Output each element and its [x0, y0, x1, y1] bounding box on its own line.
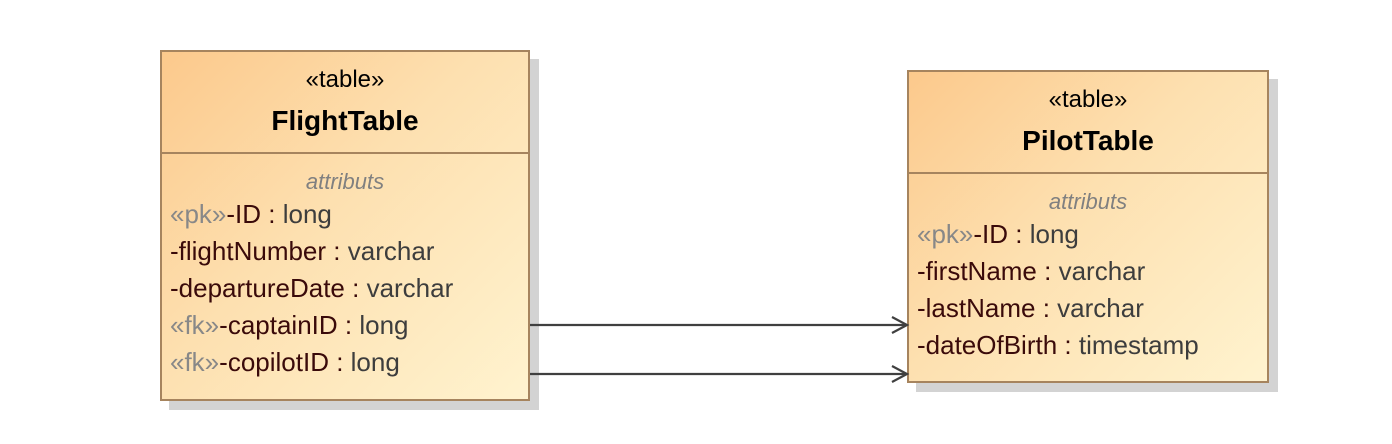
arrowhead-icon: [891, 365, 910, 383]
attribute-row[interactable]: -dateOfBirth : timestamp: [917, 330, 1199, 360]
attribute-row[interactable]: -departureDate : varchar: [170, 273, 454, 303]
flight-table[interactable]: «table» FlightTable attributs «pk»-ID : …: [160, 50, 530, 401]
table-stereotype: «table»: [305, 66, 385, 93]
table-header: «table» PilotTable: [909, 72, 1267, 174]
attribute-row[interactable]: «pk»-ID : long: [917, 219, 1079, 249]
attributes-section-label: attributs: [1048, 189, 1128, 214]
table-name: PilotTable: [1022, 125, 1154, 156]
attribute-row[interactable]: -flightNumber : varchar: [170, 236, 435, 266]
attribute-row[interactable]: -firstName : varchar: [917, 256, 1146, 286]
attribute-row[interactable]: «pk»-ID : long: [170, 199, 332, 229]
table-name: FlightTable: [271, 105, 419, 136]
pilot-table[interactable]: «table» PilotTable attributs «pk»-ID : l…: [907, 70, 1269, 383]
attributes-compartment: attributs «pk»-ID : long -firstName : va…: [909, 174, 1267, 364]
attributes-section-label: attributs: [305, 169, 385, 194]
arrowhead-icon: [891, 316, 910, 334]
attribute-row[interactable]: -lastName : varchar: [917, 293, 1144, 323]
attribute-row[interactable]: «fk»-captainID : long: [170, 310, 409, 340]
attribute-row[interactable]: «fk»-copilotID : long: [170, 347, 400, 377]
attributes-compartment: attributs «pk»-ID : long -flightNumber :…: [162, 154, 528, 381]
table-header: «table» FlightTable: [162, 52, 528, 154]
table-stereotype: «table»: [1048, 86, 1128, 113]
